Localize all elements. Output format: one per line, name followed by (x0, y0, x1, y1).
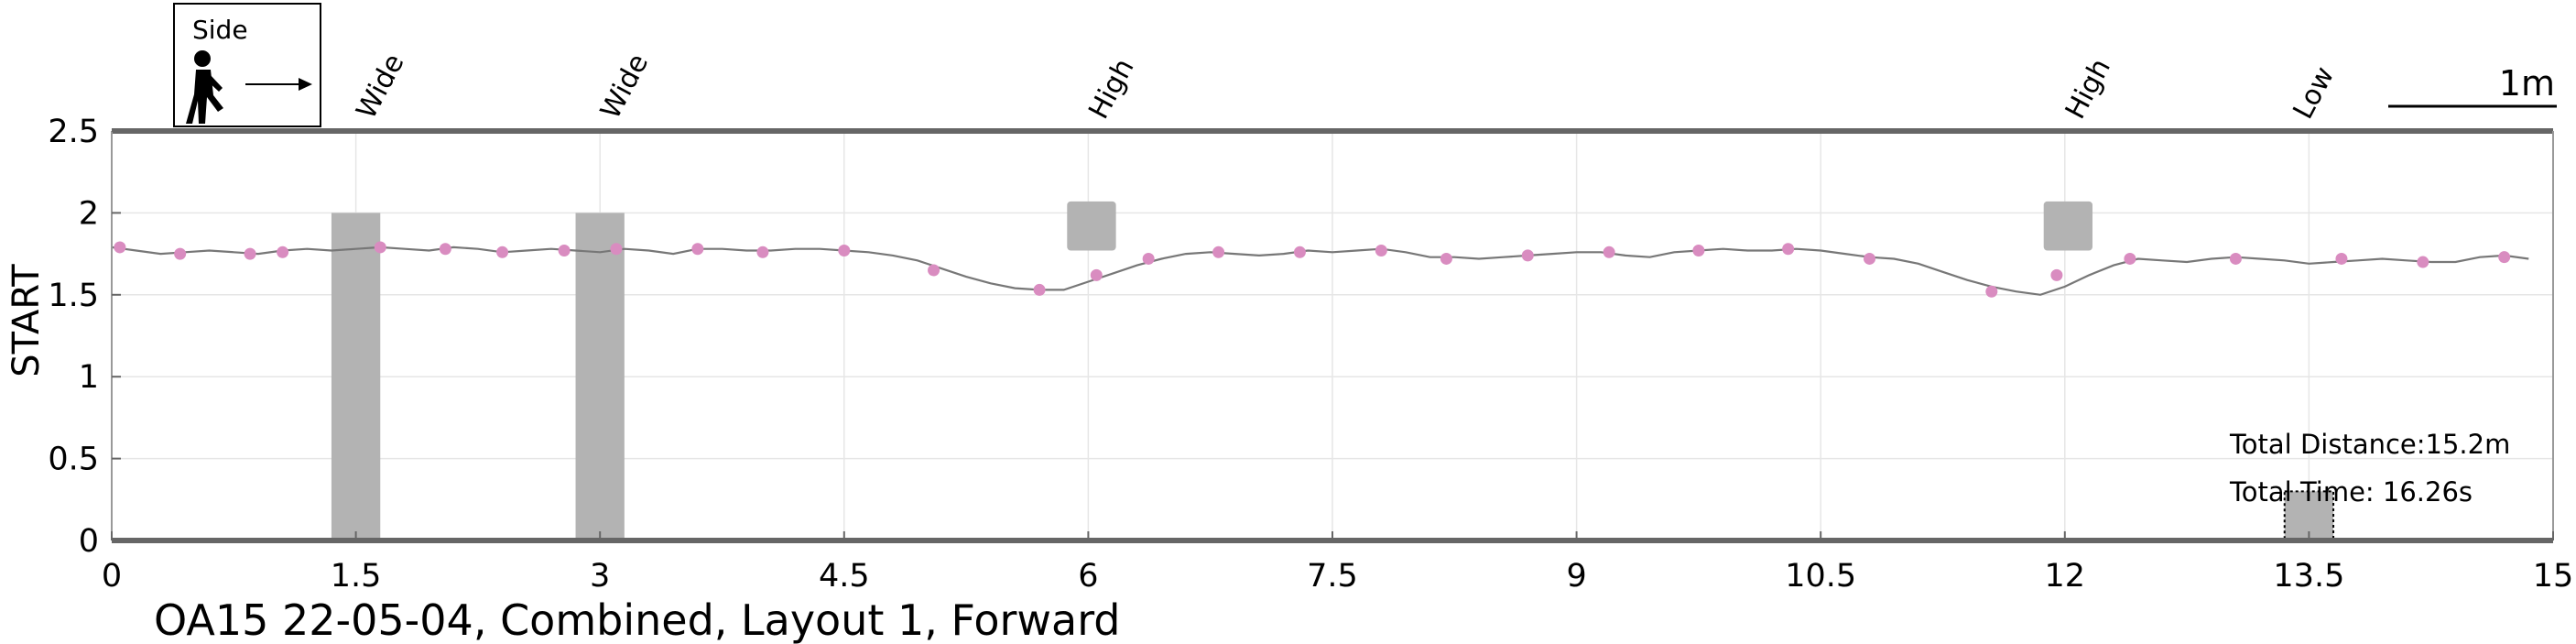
trajectory-marker (439, 243, 451, 256)
obstacles (331, 201, 2335, 541)
trajectory-marker (928, 264, 940, 277)
y-tick-label: 2 (79, 195, 99, 232)
direction-legend: Side (173, 3, 321, 127)
x-tick-label: 4.5 (819, 558, 870, 595)
x-tick-label: 6 (1078, 558, 1098, 595)
series-layer (111, 241, 2529, 298)
total-distance-label: Total Distance:15.2m (2229, 429, 2510, 460)
x-tick-label: 3 (590, 558, 610, 595)
walking-person-icon (186, 50, 223, 124)
y-tick-label: 0 (79, 523, 99, 560)
trajectory-marker (1782, 243, 1795, 256)
trajectory-marker (838, 245, 851, 257)
obstacle-high (2043, 201, 2093, 251)
y-tick-label: 2.5 (48, 114, 99, 150)
x-tick-label: 1.5 (331, 558, 382, 595)
y-tick-label: 1 (79, 359, 99, 396)
trajectory-marker (1985, 285, 1998, 298)
trajectory-marker (2229, 252, 2242, 265)
x-tick-label: 0 (102, 558, 122, 595)
obstacle-wide (575, 213, 625, 540)
trajectory-marker (1864, 252, 1876, 265)
trajectory-marker (2417, 256, 2429, 268)
trajectory-marker (1603, 246, 1615, 258)
scale-bar-label: 1m (2499, 63, 2555, 104)
trajectory-marker (558, 245, 571, 257)
obstacle-label: High (2060, 53, 2117, 124)
trajectory-marker (1142, 252, 1155, 265)
x-tick-label: 10.5 (1785, 558, 1856, 595)
trajectory-marker (244, 247, 256, 260)
grid (111, 130, 2554, 541)
scale-bar: 1m (2388, 63, 2557, 108)
y-tick-label: 1.5 (48, 278, 99, 314)
y-axis-label: START (5, 264, 48, 377)
x-tick-label: 15 (2533, 558, 2574, 595)
trajectory-marker (114, 241, 126, 254)
trajectory-marker (1440, 252, 1452, 265)
trajectory-marker (2498, 251, 2511, 264)
trajectory-marker (2050, 268, 2063, 281)
obstacle-label: Low (2288, 61, 2342, 125)
x-tick-label: 7.5 (1307, 558, 1358, 595)
trajectory-marker (374, 241, 386, 254)
trajectory-marker (1521, 249, 1534, 262)
trajectory-line (111, 246, 2529, 296)
trajectory-marker (2124, 252, 2136, 265)
chart-title: OA15 22-05-04, Combined, Layout 1, Forwa… (154, 595, 1121, 644)
trajectory-marker (756, 246, 769, 258)
trajectory-marker (1375, 245, 1387, 257)
obstacle-label: Wide (594, 49, 655, 125)
trajectory-marker (1033, 283, 1046, 296)
obstacle-wide (331, 213, 381, 540)
trajectory-marker (277, 246, 289, 258)
obstacle-label: High (1082, 53, 1140, 124)
trajectory-marker (1692, 245, 1705, 257)
x-tick-label: 9 (1566, 558, 1586, 595)
trajectory-marker (174, 247, 187, 260)
trajectory-marker (1293, 246, 1306, 258)
y-tick-label: 0.5 (48, 442, 99, 478)
trajectory-marker (1212, 246, 1225, 258)
obstacle-high (1067, 201, 1116, 251)
trajectory-marker (691, 243, 704, 256)
x-tick-label: 13.5 (2273, 558, 2344, 595)
axes (111, 128, 2554, 543)
obstacle-label: Wide (351, 49, 411, 125)
legend-label: Side (192, 15, 248, 45)
trajectory-marker (2335, 252, 2348, 265)
direction-arrow-icon (245, 78, 312, 91)
trajectory-marker (1090, 268, 1103, 281)
trajectory-marker (496, 246, 509, 258)
trajectory-marker (610, 243, 623, 256)
total-time-label: Total Time: 16.26s (2229, 476, 2473, 508)
x-tick-label: 12 (2045, 558, 2086, 595)
